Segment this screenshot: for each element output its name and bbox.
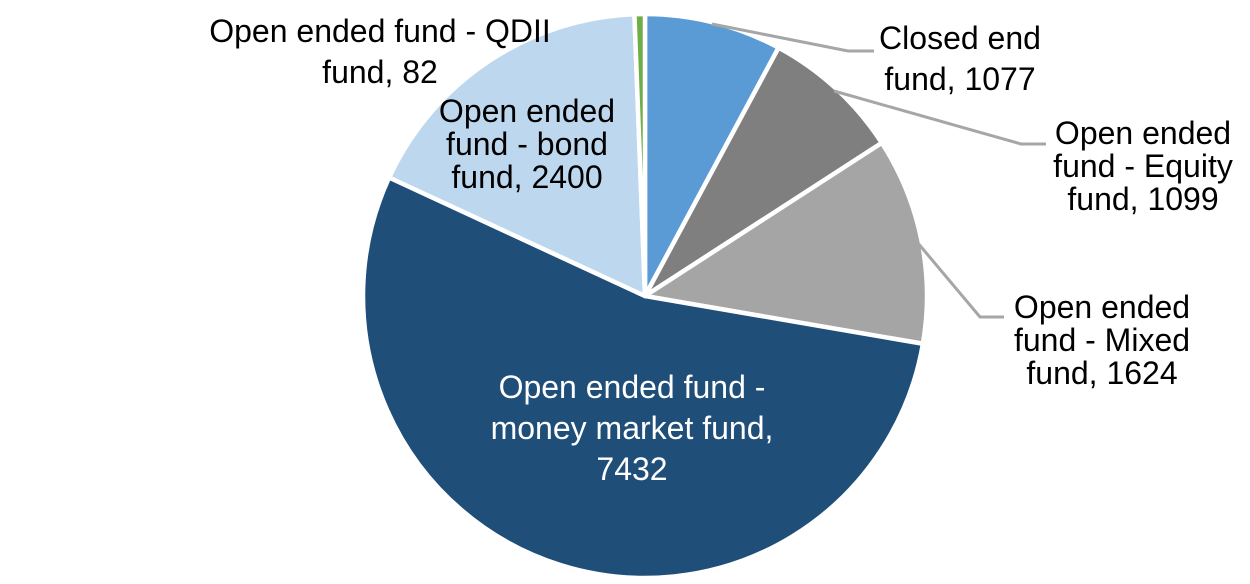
label-line: fund, 1077 bbox=[884, 61, 1036, 97]
label-line: fund, 2400 bbox=[451, 159, 603, 195]
label-mixed-fund: Open ended fund - Mixed fund, 1624 bbox=[997, 291, 1207, 390]
label-line: fund, 1099 bbox=[1067, 181, 1219, 217]
leader-line-closed-end-fund bbox=[711, 22, 874, 53]
label-equity-fund: Open ended fund - Equity fund, 1099 bbox=[1033, 117, 1250, 216]
label-line: fund, 82 bbox=[322, 54, 438, 90]
label-line: fund - Mixed bbox=[1013, 322, 1191, 358]
leader-line-equity-fund bbox=[833, 89, 1046, 146]
pie-slice-open-ended-fund-money-market-fund bbox=[360, 175, 926, 581]
label-line: Closed end bbox=[879, 20, 1041, 56]
label-line: 7432 bbox=[596, 451, 668, 487]
label-qdii-fund: Open ended fund - QDII fund, 82 bbox=[200, 11, 560, 93]
label-bond-fund: Open ended fund - bond fund, 2400 bbox=[417, 95, 637, 194]
pie-slice-open-ended-fund-mixed-fund bbox=[642, 140, 930, 347]
label-closed-end-fund: Closed end fund, 1077 bbox=[850, 18, 1070, 100]
label-line: Open ended fund - bbox=[498, 369, 766, 405]
pie-slice-open-ended-fund-equity-fund bbox=[642, 45, 885, 299]
label-line: fund, 1624 bbox=[1026, 355, 1178, 391]
pie-slice-open-ended-fund-bond-fund bbox=[386, 11, 648, 299]
label-line: Open ended bbox=[1054, 115, 1232, 151]
label-line: Open ended bbox=[438, 93, 616, 129]
label-line: Open ended fund - QDII bbox=[209, 13, 551, 49]
pie-slice-open-ended-fund-qdii-fund bbox=[632, 11, 648, 299]
pie-slice-closed-end-fund bbox=[642, 11, 781, 299]
label-line: money market fund, bbox=[490, 410, 774, 446]
label-line: fund - Equity bbox=[1053, 148, 1233, 184]
label-money-market-fund: Open ended fund - money market fund, 743… bbox=[472, 367, 792, 490]
leader-line-mixed-fund bbox=[915, 241, 1004, 319]
label-line: fund - bond bbox=[446, 126, 608, 162]
label-line: Open ended bbox=[1013, 289, 1191, 325]
